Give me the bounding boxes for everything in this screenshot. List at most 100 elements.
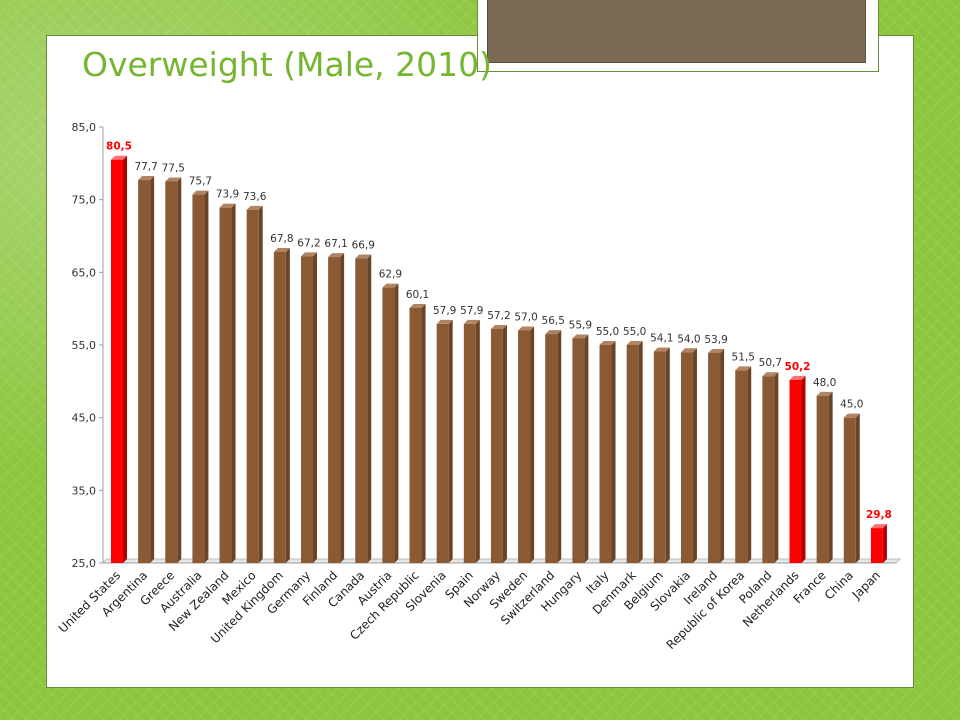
bar [789,379,802,563]
bar-side [448,319,453,563]
bar-side [720,348,725,563]
bar [490,329,503,563]
bar-top [355,254,372,259]
bar-top [409,303,426,308]
bar-top [382,283,399,288]
data-label: 57,9 [460,305,483,317]
data-label: 57,2 [487,310,510,322]
data-label: 29,8 [866,509,892,521]
bar-side [855,413,860,563]
bar-side [638,341,643,563]
bar-top [219,203,236,208]
bar-top [328,253,345,258]
bar-side [177,177,182,563]
bar [843,417,856,563]
category-label: Japan [849,568,883,602]
bar-top [572,334,589,339]
bar-top [300,252,317,257]
bar-top [246,205,263,210]
bar [165,181,178,563]
data-label: 60,1 [406,289,429,301]
bar [463,323,476,563]
data-label: 80,5 [106,141,132,153]
bar [599,345,612,563]
bar-side [150,176,155,563]
bar-top [518,326,535,331]
decorative-brown-block [487,0,866,63]
y-tick-label: 85,0 [72,121,97,134]
data-label: 55,0 [623,326,646,338]
bar [111,159,123,563]
bar-side [312,252,317,563]
data-label: 66,9 [352,240,375,252]
y-tick-label: 25,0 [72,557,97,570]
bar [653,351,666,563]
bar-top [138,176,155,181]
bar-side [394,283,399,563]
bar-side [747,366,752,563]
bar-top [762,372,779,377]
data-label: 50,7 [759,357,782,369]
data-label: 54,0 [677,333,700,345]
bar [273,251,286,563]
data-label: 50,2 [785,361,811,373]
bar-top [490,325,507,330]
bar-side [611,341,616,563]
bar-side [692,348,697,563]
bar-top [680,348,697,353]
bar-top [735,366,752,371]
bar-side [502,325,507,563]
bar-top [192,190,209,195]
data-label: 45,0 [840,399,863,411]
bar-side [828,391,833,563]
bar-top [870,524,887,529]
bar [436,323,449,563]
y-tick-label: 65,0 [72,266,97,279]
bar [735,370,748,563]
bar-top [165,177,182,182]
bar-side [475,319,480,563]
bar-side [801,375,806,563]
data-label: 54,1 [650,333,673,345]
bar [355,258,368,563]
bar [762,376,775,563]
bar-side [584,334,589,563]
bar [219,207,232,563]
bar-side [774,372,779,563]
bar-top [816,391,833,396]
data-label: 62,9 [379,269,402,281]
bar-top [653,347,670,352]
bar [708,352,721,563]
data-label: 73,6 [243,191,267,203]
bar-side [557,330,562,563]
bar [300,256,313,563]
bar-top [626,341,643,345]
data-label: 55,9 [569,319,592,331]
bar-top [436,319,453,324]
bar-side [367,254,372,563]
bar-top [599,341,616,345]
data-label: 55,0 [596,326,619,338]
data-label: 56,5 [542,315,565,327]
bar-top [708,348,725,353]
bar-side [530,326,535,563]
slide-panel [46,35,914,688]
bar-top [273,247,290,252]
data-label: 48,0 [813,377,836,389]
y-tick-label: 35,0 [72,484,97,497]
bar [680,352,693,563]
bar [138,180,151,563]
bar [382,287,395,563]
bar-side [882,524,887,563]
bar [816,395,829,563]
data-label: 57,9 [433,305,456,317]
bar-top [843,413,860,418]
data-label: 53,9 [704,334,727,346]
bar [409,307,422,563]
bar-side [665,347,670,563]
bar-side [123,155,127,563]
bar [518,330,531,563]
bar [626,345,639,563]
bar-top [111,155,127,160]
